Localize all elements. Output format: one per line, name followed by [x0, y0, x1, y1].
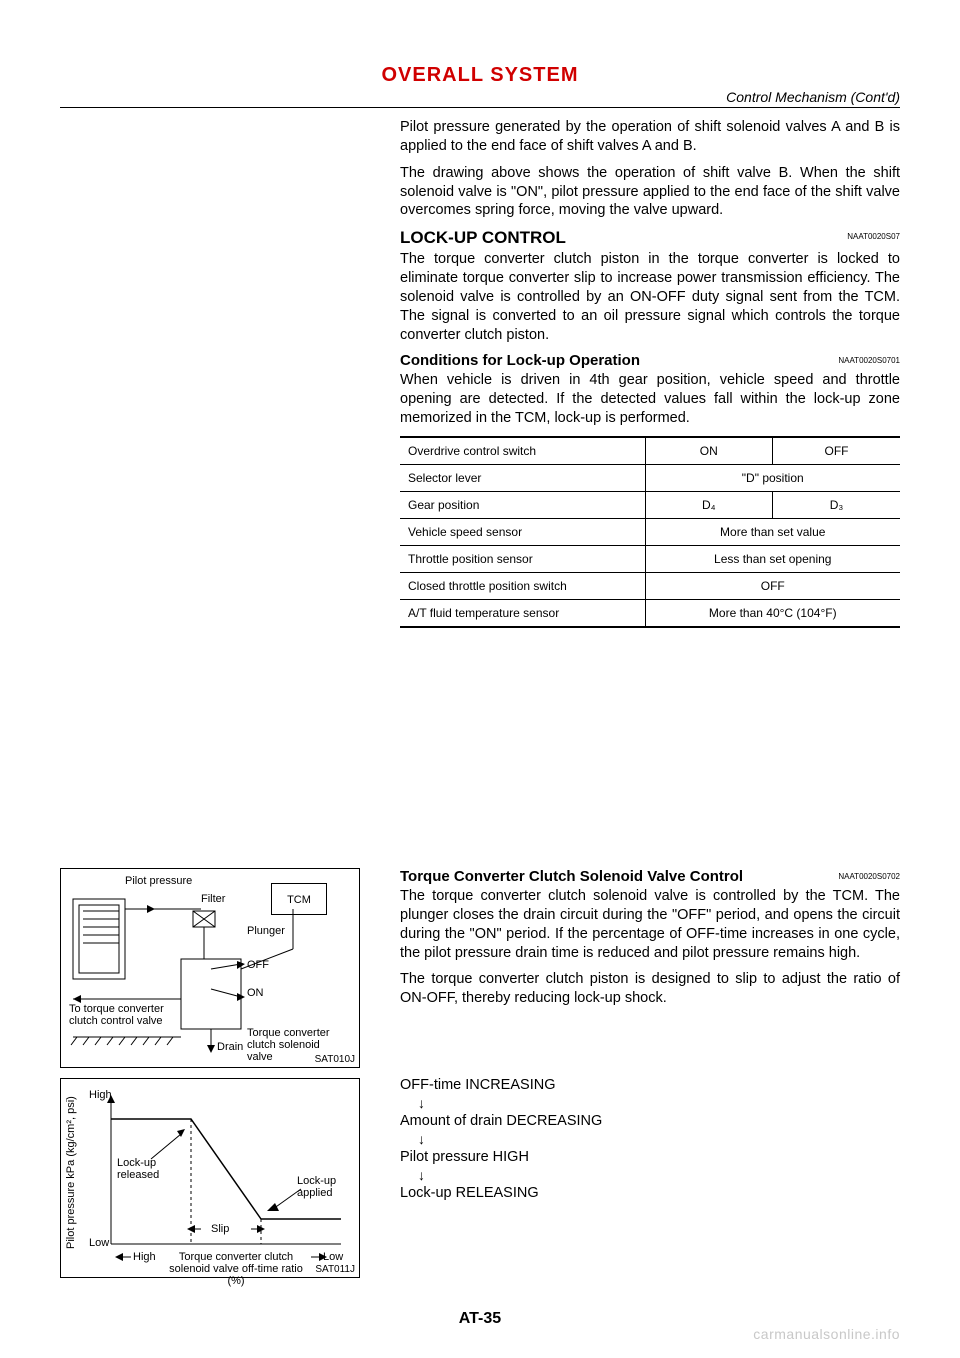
intro-p1: Pilot pressure generated by the operatio…: [400, 118, 900, 156]
label-x-axis: Torque converter clutch solenoid valve o…: [161, 1251, 311, 1287]
torque-section: Torque Converter Clutch Solenoid Valve C…: [400, 868, 900, 1016]
flow-line: Pilot pressure HIGH: [400, 1149, 900, 1165]
label-to-valve: To torque converter clutch control valve: [69, 1003, 179, 1027]
torque-heading: Torque Converter Clutch Solenoid Valve C…: [400, 868, 900, 885]
cell-value: More than set value: [645, 518, 900, 545]
flow-line: Lock-up RELEASING: [400, 1185, 900, 1201]
label-on: ON: [247, 987, 264, 999]
page-subtitle: Control Mechanism (Cont'd): [60, 89, 900, 105]
label-slip: Slip: [211, 1223, 229, 1235]
lockup-body: The torque converter clutch piston in th…: [400, 250, 900, 344]
cell-value: Less than set opening: [645, 545, 900, 572]
watermark: carmanualsonline.info: [753, 1326, 900, 1342]
lockup-heading: LOCK-UP CONTROL NAAT0020S07: [400, 228, 900, 248]
intro-p2: The drawing above shows the operation of…: [400, 164, 900, 221]
down-arrow-icon: ↓: [418, 1167, 900, 1183]
cell-label: Overdrive control switch: [400, 437, 645, 465]
main-column: Pilot pressure generated by the operatio…: [400, 118, 900, 628]
conditions-ref: NAAT0020S0701: [838, 356, 900, 365]
table-row: Gear position D₄ D₃: [400, 491, 900, 518]
table-row: Throttle position sensor Less than set o…: [400, 545, 900, 572]
cell-value: OFF: [645, 572, 900, 599]
page-title: OVERALL SYSTEM: [60, 64, 900, 87]
torque-p1: The torque converter clutch solenoid val…: [400, 887, 900, 962]
flow-line: Amount of drain DECREASING: [400, 1113, 900, 1129]
label-released: Lock-up released: [117, 1157, 177, 1181]
torque-p2: The torque converter clutch piston is de…: [400, 970, 900, 1008]
conditions-table: Overdrive control switch ON OFF Selector…: [400, 436, 900, 628]
table-row: A/T fluid temperature sensor More than 4…: [400, 599, 900, 627]
table-row: Vehicle speed sensor More than set value: [400, 518, 900, 545]
figure-ref: SAT010J: [315, 1054, 355, 1065]
cell-value: "D" position: [645, 464, 900, 491]
header-rule: [60, 107, 900, 108]
torque-heading-text: Torque Converter Clutch Solenoid Valve C…: [400, 868, 743, 885]
down-arrow-icon: ↓: [418, 1095, 900, 1111]
label-pilot-pressure: Pilot pressure: [125, 875, 192, 887]
label-plunger: Plunger: [247, 925, 285, 937]
cell-value: OFF: [773, 437, 901, 465]
cell-label: A/T fluid temperature sensor: [400, 599, 645, 627]
cell-label: Throttle position sensor: [400, 545, 645, 572]
label-drain: Drain: [217, 1041, 243, 1053]
lockup-heading-text: LOCK-UP CONTROL: [400, 228, 566, 247]
table-row: Selector lever "D" position: [400, 464, 900, 491]
flow-line: OFF-time INCREASING: [400, 1077, 900, 1093]
cell-value: D₄: [645, 491, 773, 518]
cell-label: Gear position: [400, 491, 645, 518]
diagram-graph: Pilot pressure kPa (kg/cm², psi) High Lo…: [60, 1078, 360, 1278]
label-y-low: Low: [89, 1237, 109, 1249]
figure-ref: SAT011J: [315, 1264, 355, 1275]
page: OVERALL SYSTEM Control Mechanism (Cont'd…: [0, 0, 960, 1358]
lockup-ref: NAAT0020S07: [847, 232, 900, 241]
cell-value: More than 40°C (104°F): [645, 599, 900, 627]
cell-value: D₃: [773, 491, 901, 518]
torque-ref: NAAT0020S0702: [838, 872, 900, 881]
cell-label: Vehicle speed sensor: [400, 518, 645, 545]
label-applied: Lock-up applied: [297, 1175, 353, 1199]
conditions-body: When vehicle is driven in 4th gear posit…: [400, 371, 900, 428]
table-row: Overdrive control switch ON OFF: [400, 437, 900, 465]
label-off: OFF: [247, 959, 269, 971]
offtime-flow: OFF-time INCREASING ↓ Amount of drain DE…: [400, 1075, 900, 1203]
label-x-low: Low: [323, 1251, 343, 1263]
label-tcm: TCM: [271, 883, 327, 915]
diagram-solenoid: Pilot pressure Filter TCM Plunger OFF ON…: [60, 868, 360, 1068]
conditions-heading: Conditions for Lock-up Operation NAAT002…: [400, 352, 900, 369]
table-row: Closed throttle position switch OFF: [400, 572, 900, 599]
label-x-high: High: [133, 1251, 156, 1263]
label-filter: Filter: [201, 893, 225, 905]
cell-label: Closed throttle position switch: [400, 572, 645, 599]
conditions-heading-text: Conditions for Lock-up Operation: [400, 352, 640, 369]
cell-label: Selector lever: [400, 464, 645, 491]
down-arrow-icon: ↓: [418, 1131, 900, 1147]
label-y-axis: Pilot pressure kPa (kg/cm², psi): [65, 1089, 77, 1249]
label-y-high: High: [89, 1089, 112, 1101]
cell-value: ON: [645, 437, 773, 465]
